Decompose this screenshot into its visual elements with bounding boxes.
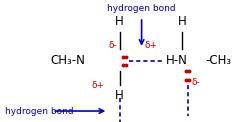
Text: H-N: H-N [165, 55, 187, 67]
Text: H: H [115, 15, 123, 28]
Text: δ-: δ- [192, 78, 201, 87]
Text: δ-: δ- [109, 41, 117, 50]
Text: δ+: δ+ [92, 81, 105, 90]
Text: H: H [115, 89, 123, 102]
Text: -CH₃: -CH₃ [206, 55, 232, 67]
Text: hydrogen bond: hydrogen bond [107, 4, 176, 13]
Text: δ+: δ+ [145, 41, 158, 50]
Text: H: H [178, 15, 186, 28]
Text: CH₃-N: CH₃-N [51, 55, 86, 67]
Text: hydrogen bond: hydrogen bond [5, 107, 73, 116]
